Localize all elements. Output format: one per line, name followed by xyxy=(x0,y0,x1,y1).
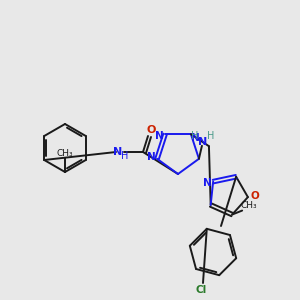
Text: N: N xyxy=(113,147,123,157)
Text: H: H xyxy=(191,131,199,141)
Text: N: N xyxy=(190,133,199,143)
Text: N: N xyxy=(155,131,164,141)
Text: O: O xyxy=(250,191,259,201)
Text: N: N xyxy=(198,137,208,147)
Text: N: N xyxy=(147,152,155,162)
Text: O: O xyxy=(146,125,156,135)
Text: Cl: Cl xyxy=(195,285,207,295)
Text: CH₃: CH₃ xyxy=(57,148,73,158)
Text: H: H xyxy=(121,151,129,161)
Text: H: H xyxy=(207,131,214,141)
Text: CH₃: CH₃ xyxy=(241,201,257,210)
Text: N: N xyxy=(203,178,212,188)
